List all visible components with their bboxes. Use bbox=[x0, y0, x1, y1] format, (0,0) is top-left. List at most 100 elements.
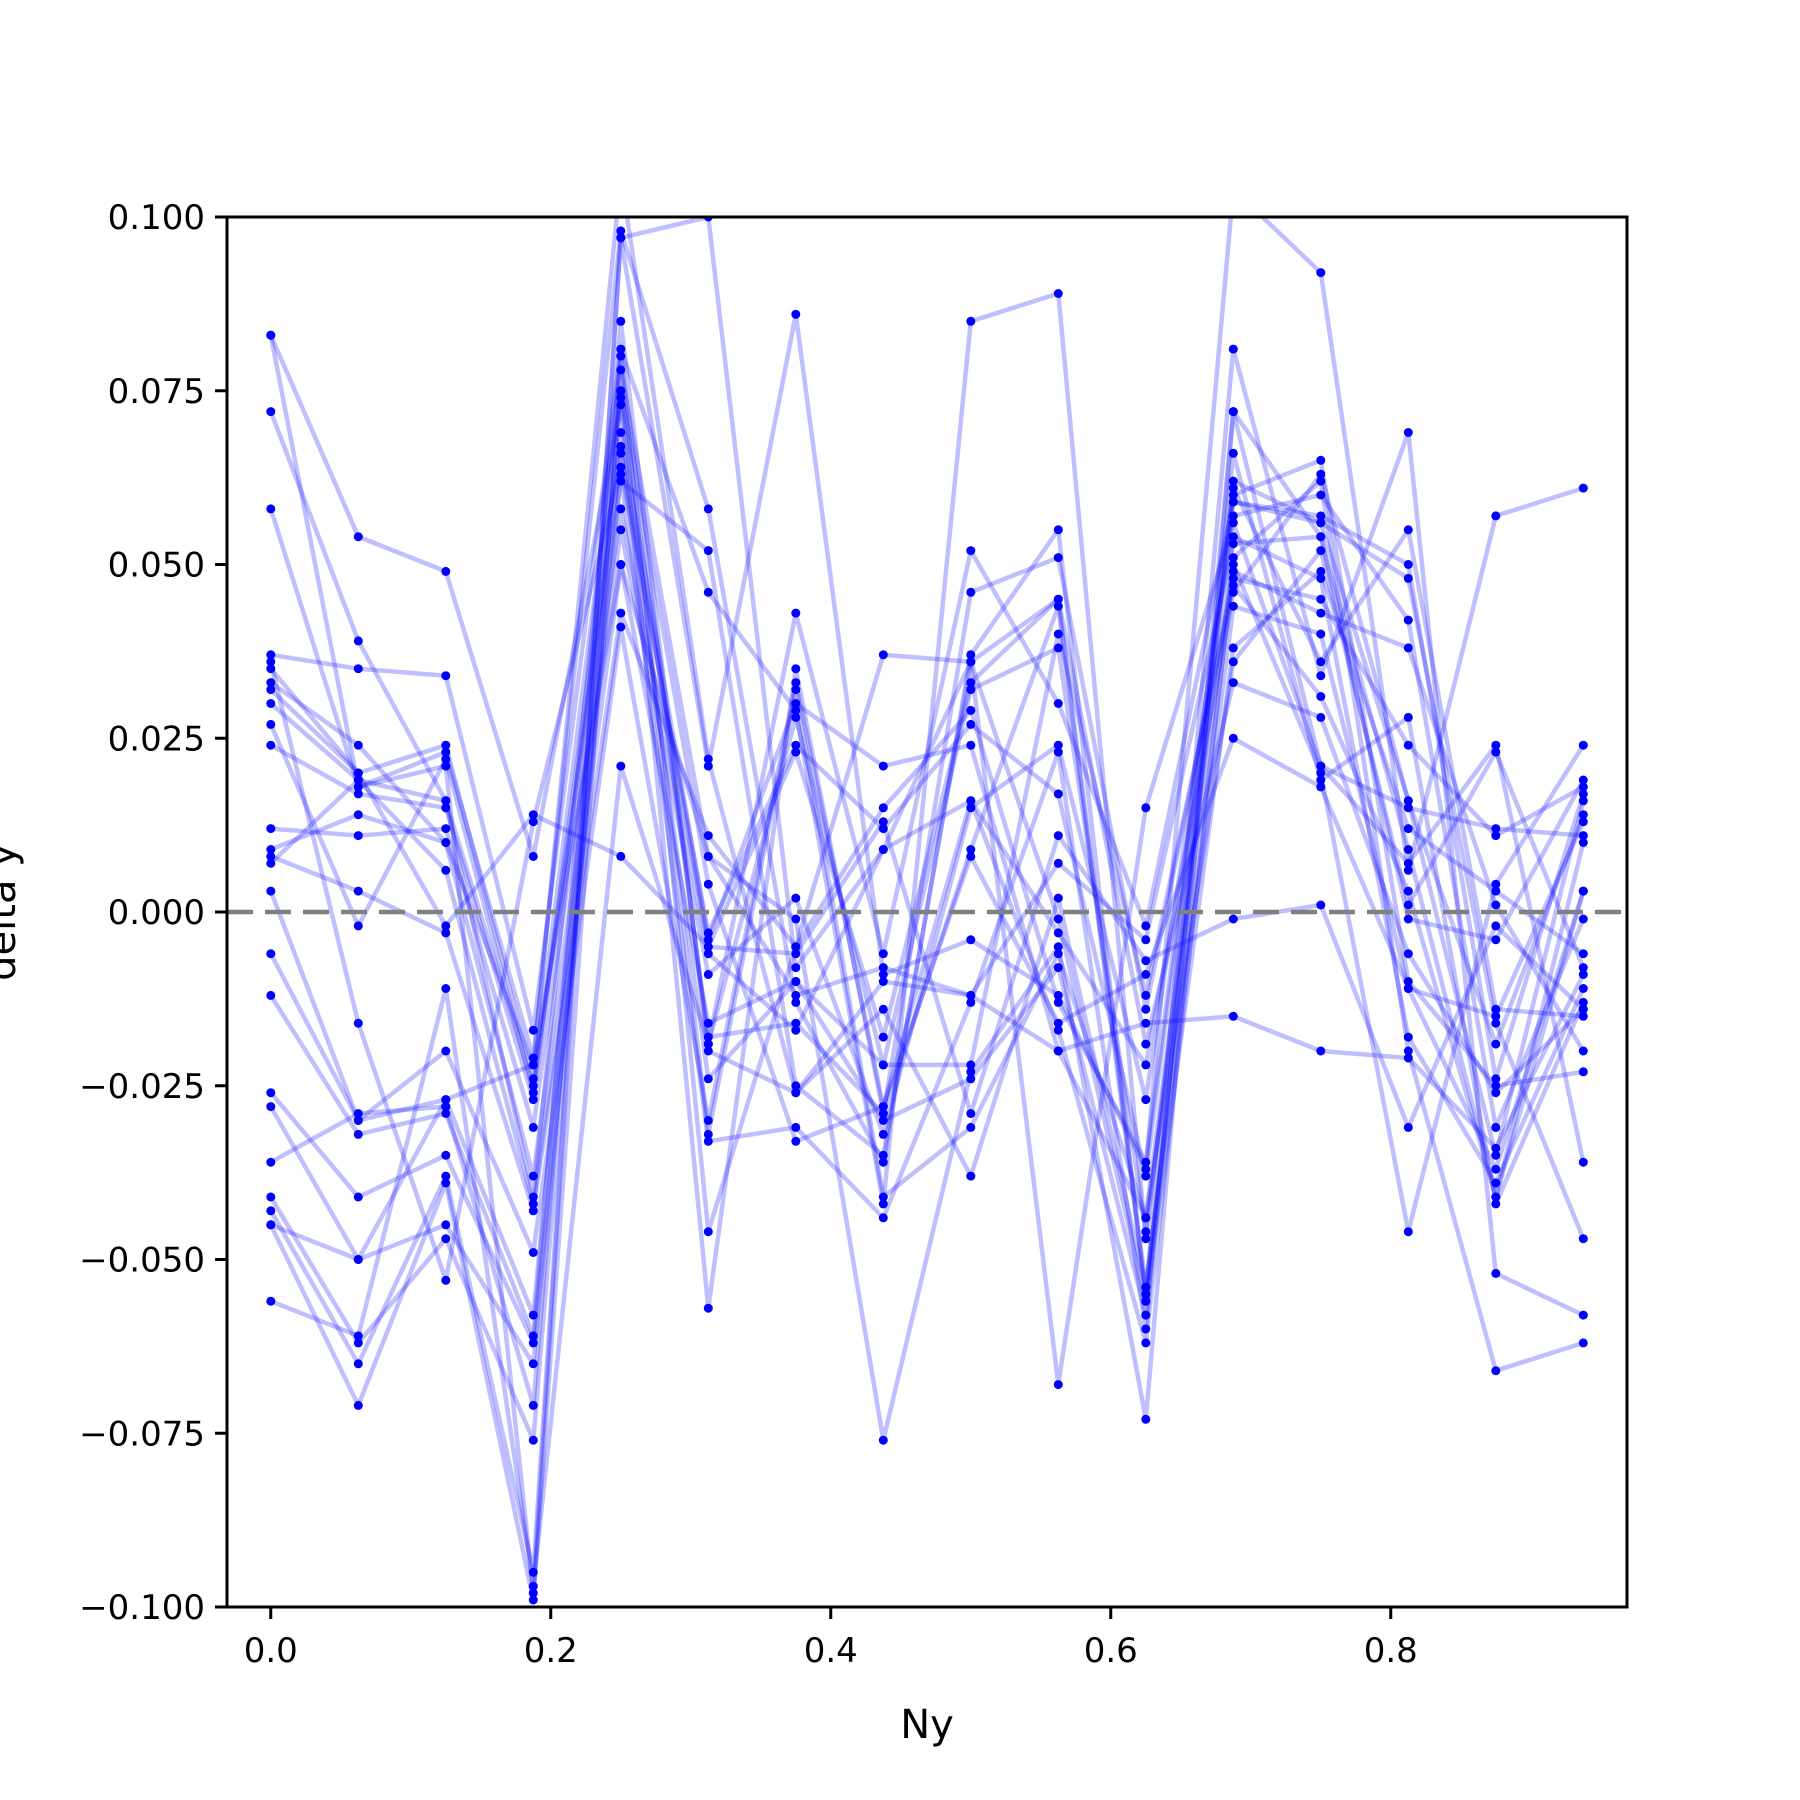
x-tick-label: 0.0 bbox=[244, 1631, 298, 1671]
data-point bbox=[353, 1192, 363, 1202]
data-point bbox=[1491, 1074, 1501, 1084]
data-point bbox=[266, 1220, 276, 1230]
data-point bbox=[966, 803, 976, 813]
data-point bbox=[1228, 580, 1238, 590]
data-point bbox=[1316, 490, 1326, 500]
data-point bbox=[966, 740, 976, 750]
data-point bbox=[878, 949, 888, 959]
data-point bbox=[353, 636, 363, 646]
data-point bbox=[1578, 796, 1588, 806]
data-point bbox=[966, 678, 976, 688]
series-line-25 bbox=[269, 499, 1586, 1589]
data-point bbox=[441, 740, 451, 750]
data-point bbox=[1578, 1046, 1588, 1056]
data-point bbox=[1403, 914, 1413, 924]
data-point bbox=[703, 1303, 713, 1313]
data-point bbox=[266, 657, 276, 667]
data-point bbox=[1053, 594, 1063, 604]
data-point bbox=[266, 1088, 276, 1098]
data-point bbox=[966, 705, 976, 715]
data-point bbox=[878, 1109, 888, 1118]
data-point bbox=[1491, 1088, 1501, 1098]
data-point bbox=[1578, 1157, 1588, 1167]
data-point bbox=[528, 1060, 538, 1070]
data-point bbox=[441, 754, 451, 764]
data-point bbox=[878, 817, 888, 827]
data-point bbox=[878, 1060, 888, 1070]
data-point bbox=[1403, 712, 1413, 722]
data-point bbox=[791, 914, 801, 924]
data-point bbox=[791, 893, 801, 903]
data-point bbox=[616, 386, 626, 396]
data-point bbox=[353, 810, 363, 820]
data-point bbox=[1403, 1227, 1413, 1237]
data-point bbox=[1491, 886, 1501, 896]
data-point bbox=[353, 740, 363, 750]
data-point bbox=[616, 761, 626, 771]
data-point bbox=[878, 1435, 888, 1445]
data-point bbox=[1141, 1095, 1151, 1105]
data-point bbox=[1578, 782, 1588, 792]
data-point bbox=[528, 1025, 538, 1035]
data-point bbox=[266, 330, 276, 340]
data-point bbox=[1141, 1213, 1151, 1223]
y-axis-label: delta y bbox=[0, 843, 25, 981]
data-point bbox=[703, 1136, 713, 1146]
data-point bbox=[1578, 984, 1588, 993]
data-point bbox=[1141, 1004, 1151, 1014]
data-point bbox=[1228, 532, 1238, 542]
data-point bbox=[966, 1122, 976, 1132]
data-point bbox=[353, 789, 363, 799]
data-point bbox=[966, 587, 976, 597]
data-point bbox=[353, 886, 363, 896]
data-point bbox=[1316, 775, 1326, 785]
data-point bbox=[1491, 1199, 1501, 1209]
data-point bbox=[441, 1234, 451, 1244]
series-line-7 bbox=[269, 534, 1586, 1068]
data-point bbox=[266, 664, 276, 674]
data-point bbox=[966, 719, 976, 729]
data-point bbox=[966, 685, 976, 695]
data-point bbox=[1491, 1018, 1501, 1028]
data-point bbox=[1491, 935, 1501, 945]
data-point bbox=[1403, 525, 1413, 535]
data-point bbox=[1141, 970, 1151, 979]
data-point bbox=[791, 963, 801, 973]
data-point bbox=[878, 1192, 888, 1202]
data-point bbox=[703, 970, 713, 979]
data-point bbox=[1491, 1004, 1501, 1014]
data-point bbox=[528, 1074, 538, 1084]
data-point bbox=[1491, 1366, 1501, 1376]
data-point bbox=[353, 1255, 363, 1264]
data-point bbox=[441, 1178, 451, 1188]
data-point bbox=[1491, 879, 1501, 889]
data-point bbox=[528, 1595, 538, 1605]
data-point bbox=[266, 845, 276, 854]
data-point bbox=[791, 699, 801, 708]
data-point bbox=[353, 921, 363, 931]
data-point bbox=[878, 977, 888, 986]
data-point bbox=[703, 761, 713, 771]
data-point bbox=[1316, 546, 1326, 556]
data-point bbox=[966, 851, 976, 861]
data-point bbox=[266, 824, 276, 834]
data-point bbox=[1403, 740, 1413, 750]
data-point bbox=[791, 1081, 801, 1091]
data-point bbox=[878, 1116, 888, 1125]
data-point bbox=[1578, 483, 1588, 493]
data-point bbox=[1053, 789, 1063, 799]
data-point bbox=[1141, 803, 1151, 813]
data-point bbox=[1578, 963, 1588, 973]
data-point bbox=[1578, 810, 1588, 820]
data-point bbox=[528, 1567, 538, 1577]
data-point bbox=[1141, 1289, 1151, 1299]
series-line-24 bbox=[268, 367, 1586, 1603]
data-point bbox=[791, 705, 801, 715]
data-point bbox=[1053, 893, 1063, 903]
data-point bbox=[441, 671, 451, 681]
data-point bbox=[1491, 1268, 1501, 1278]
x-tick-label: 0.4 bbox=[804, 1631, 858, 1671]
data-point bbox=[616, 441, 626, 451]
data-point bbox=[703, 1074, 713, 1084]
data-point bbox=[1578, 1004, 1588, 1014]
